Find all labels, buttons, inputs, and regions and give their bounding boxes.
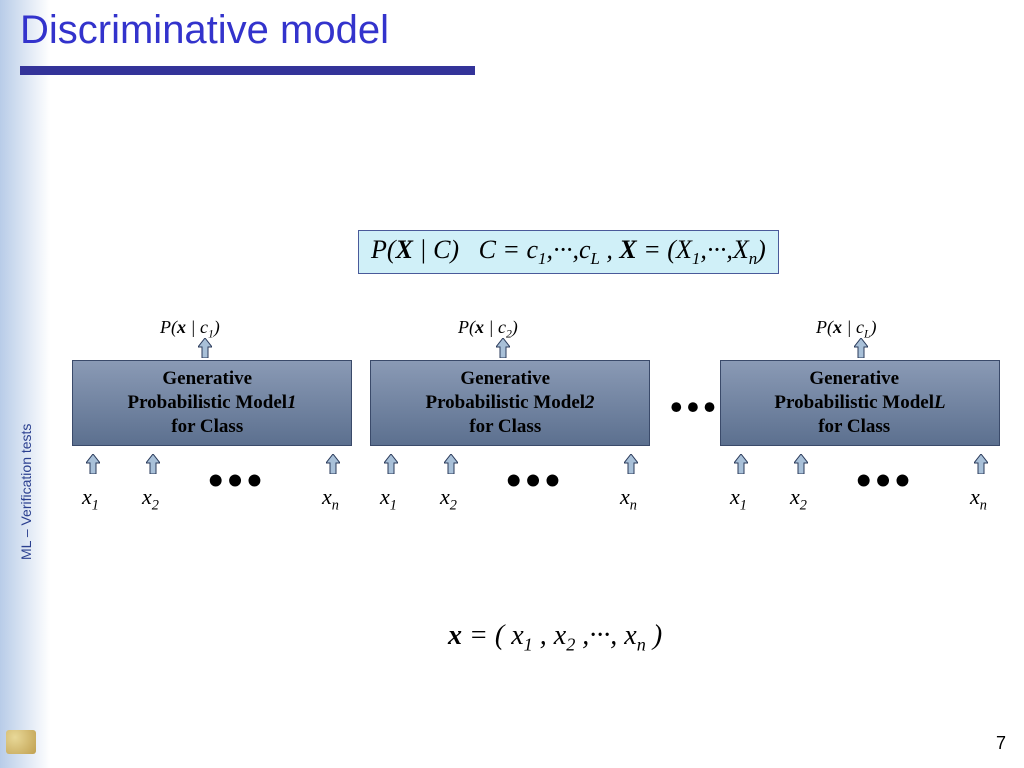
input-variable: x1	[380, 484, 397, 514]
input-arrow-icon	[384, 454, 398, 474]
ellipsis-icon: •••	[506, 470, 564, 492]
side-label: ML – Verification tests	[18, 424, 34, 560]
side-gradient	[0, 0, 50, 768]
main-formula-box: P(X | C) C = c1,···,cL , X = (X1,···,Xn)	[358, 230, 779, 274]
ellipsis-icon: •••	[208, 470, 266, 492]
corner-decorative-icon	[6, 730, 36, 754]
ellipsis-icon: •••	[856, 470, 914, 492]
ellipsis-between-models-icon: •••	[670, 398, 720, 416]
input-arrow-icon	[794, 454, 808, 474]
input-variable: xn	[322, 484, 339, 514]
page-number: 7	[996, 733, 1006, 754]
input-arrow-icon	[444, 454, 458, 474]
generative-model-box-3: GenerativeProbabilistic Modelfor Class L	[720, 360, 1000, 446]
input-arrow-icon	[326, 454, 340, 474]
generative-model-box-1: GenerativeProbabilistic Modelfor Class 1	[72, 360, 352, 446]
input-variable: x2	[440, 484, 457, 514]
input-arrow-icon	[146, 454, 160, 474]
input-variable: x1	[82, 484, 99, 514]
output-arrow-icon	[198, 338, 212, 358]
slide-title: Discriminative model	[20, 8, 389, 53]
input-variable: xn	[970, 484, 987, 514]
input-variable: x2	[790, 484, 807, 514]
input-arrow-icon	[974, 454, 988, 474]
generative-model-box-2: GenerativeProbabilistic Modelfor Class 2	[370, 360, 650, 446]
output-arrow-icon	[854, 338, 868, 358]
input-arrow-icon	[624, 454, 638, 474]
input-variable: x1	[730, 484, 747, 514]
input-variable: x2	[142, 484, 159, 514]
output-arrow-icon	[496, 338, 510, 358]
input-arrow-icon	[734, 454, 748, 474]
vector-definition-equation: x = ( x1 , x2 ,···, xn )	[448, 620, 662, 656]
input-variable: xn	[620, 484, 637, 514]
input-arrow-icon	[86, 454, 100, 474]
title-underline	[20, 66, 475, 75]
